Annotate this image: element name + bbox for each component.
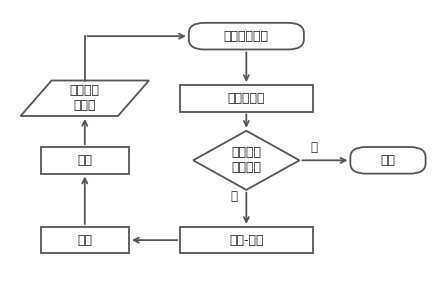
FancyBboxPatch shape [189, 23, 304, 50]
Text: 结束: 结束 [381, 154, 396, 167]
Text: 计算适应度: 计算适应度 [228, 92, 265, 105]
Text: 选择-复制: 选择-复制 [229, 234, 264, 247]
Text: 突变: 突变 [77, 154, 92, 167]
Polygon shape [193, 131, 299, 190]
Text: 生成初始种群: 生成初始种群 [224, 30, 269, 43]
Text: 是否满足
终止条件: 是否满足 终止条件 [231, 146, 262, 174]
Bar [40, 227, 129, 253]
Text: 生成下一
代群体: 生成下一 代群体 [70, 84, 100, 112]
Text: 交叉: 交叉 [77, 234, 92, 247]
Polygon shape [20, 80, 149, 116]
FancyBboxPatch shape [350, 147, 426, 174]
Bar [180, 227, 313, 253]
Bar [40, 147, 129, 174]
Bar [180, 85, 313, 112]
Text: 是: 是 [310, 141, 317, 154]
Text: 否: 否 [230, 190, 238, 203]
